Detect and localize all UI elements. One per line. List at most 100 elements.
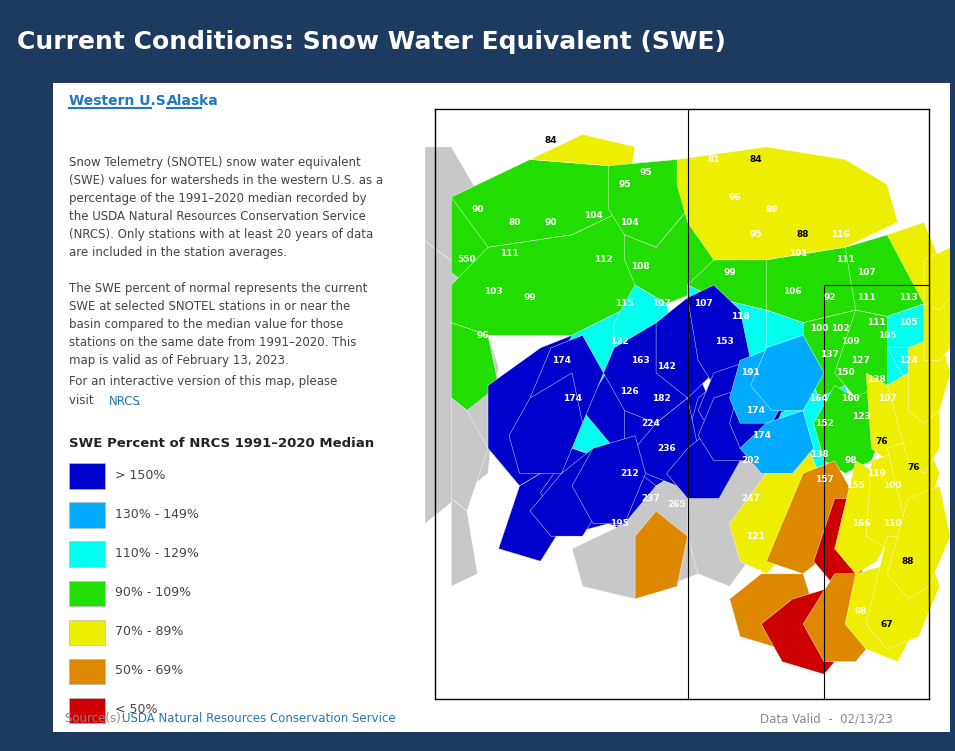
Text: 76: 76	[876, 438, 888, 447]
Polygon shape	[924, 297, 950, 360]
Polygon shape	[887, 222, 940, 304]
Text: 90: 90	[471, 205, 484, 214]
Text: 100: 100	[883, 481, 902, 490]
Polygon shape	[814, 499, 877, 587]
Polygon shape	[698, 360, 767, 436]
Text: 224: 224	[642, 418, 660, 427]
Polygon shape	[688, 260, 803, 310]
Text: .: .	[137, 395, 140, 408]
Polygon shape	[667, 423, 740, 499]
Polygon shape	[530, 134, 635, 210]
Text: 121: 121	[747, 532, 765, 541]
Polygon shape	[887, 304, 940, 385]
Text: Current Conditions: Snow Water Equivalent (SWE): Current Conditions: Snow Water Equivalen…	[17, 30, 726, 54]
Text: 160: 160	[841, 394, 860, 403]
Polygon shape	[499, 461, 572, 561]
Text: 157: 157	[815, 475, 834, 484]
Polygon shape	[656, 297, 714, 398]
FancyBboxPatch shape	[0, 0, 955, 79]
Text: 110% - 129%: 110% - 129%	[115, 547, 199, 560]
Text: 102: 102	[831, 324, 849, 333]
Text: 126: 126	[621, 388, 639, 397]
Text: 163: 163	[631, 356, 649, 365]
Text: 237: 237	[642, 494, 660, 503]
Polygon shape	[609, 159, 688, 247]
Text: 247: 247	[741, 494, 760, 503]
Text: 84: 84	[750, 155, 762, 164]
Text: 96: 96	[477, 330, 489, 339]
Text: 88: 88	[902, 556, 915, 566]
Polygon shape	[730, 348, 793, 423]
Text: The SWE percent of normal represents the current
SWE at selected SNOTEL stations: The SWE percent of normal represents the…	[69, 282, 367, 366]
Polygon shape	[751, 335, 824, 411]
Polygon shape	[887, 436, 940, 536]
Text: 104: 104	[621, 218, 639, 227]
Text: 236: 236	[657, 444, 676, 453]
Text: 110: 110	[883, 519, 902, 528]
Text: 123: 123	[852, 412, 870, 421]
Polygon shape	[730, 373, 782, 448]
Text: 116: 116	[831, 231, 849, 240]
Text: Source(s):: Source(s):	[65, 712, 128, 725]
FancyBboxPatch shape	[69, 463, 105, 489]
Text: 142: 142	[657, 362, 676, 371]
Polygon shape	[740, 411, 814, 473]
Text: < 50%: < 50%	[115, 703, 158, 716]
Text: 107: 107	[694, 300, 712, 309]
Polygon shape	[530, 448, 614, 536]
Text: 174: 174	[752, 431, 771, 440]
Polygon shape	[604, 323, 688, 423]
Text: 103: 103	[484, 287, 502, 296]
Text: 155: 155	[846, 481, 865, 490]
Text: 119: 119	[867, 469, 886, 478]
Text: 100: 100	[810, 324, 828, 333]
Polygon shape	[530, 335, 604, 436]
Text: 174: 174	[747, 406, 765, 415]
Text: > 150%: > 150%	[115, 469, 165, 482]
Polygon shape	[835, 461, 898, 574]
Text: 174: 174	[562, 394, 582, 403]
Polygon shape	[845, 235, 924, 316]
Polygon shape	[425, 147, 488, 273]
Text: 150: 150	[836, 369, 855, 378]
Text: SWE Percent of NRCS 1991–2020 Median: SWE Percent of NRCS 1991–2020 Median	[69, 437, 374, 450]
Text: 130% - 149%: 130% - 149%	[115, 508, 199, 521]
Text: 106: 106	[783, 287, 802, 296]
Text: 81: 81	[708, 155, 720, 164]
Text: 127: 127	[852, 356, 870, 365]
Text: 70% - 89%: 70% - 89%	[115, 625, 183, 638]
FancyBboxPatch shape	[69, 659, 105, 684]
Polygon shape	[425, 241, 499, 523]
Polygon shape	[908, 335, 950, 423]
Polygon shape	[730, 574, 819, 649]
Polygon shape	[688, 285, 793, 385]
Text: 111: 111	[499, 249, 519, 258]
Text: 90% - 109%: 90% - 109%	[115, 586, 191, 599]
Text: 122: 122	[610, 337, 628, 346]
Polygon shape	[541, 304, 656, 461]
FancyBboxPatch shape	[53, 83, 950, 732]
Polygon shape	[767, 310, 819, 398]
Text: 95: 95	[750, 231, 762, 240]
Polygon shape	[609, 411, 662, 536]
Text: 164: 164	[810, 394, 828, 403]
Polygon shape	[635, 398, 698, 486]
Polygon shape	[452, 159, 625, 247]
Text: 111: 111	[836, 255, 855, 264]
Polygon shape	[887, 373, 940, 473]
Polygon shape	[509, 373, 583, 473]
Polygon shape	[767, 385, 856, 473]
FancyBboxPatch shape	[69, 502, 105, 528]
Polygon shape	[635, 511, 688, 599]
Text: 50% - 69%: 50% - 69%	[115, 664, 182, 677]
Text: 109: 109	[841, 337, 860, 346]
Polygon shape	[887, 486, 950, 599]
Text: 138: 138	[867, 375, 886, 384]
Polygon shape	[452, 210, 646, 335]
Polygon shape	[866, 448, 924, 549]
Text: 107: 107	[857, 268, 876, 277]
FancyBboxPatch shape	[69, 581, 105, 606]
Text: 90: 90	[544, 218, 558, 227]
Text: 84: 84	[544, 136, 558, 145]
Text: 174: 174	[552, 356, 571, 365]
